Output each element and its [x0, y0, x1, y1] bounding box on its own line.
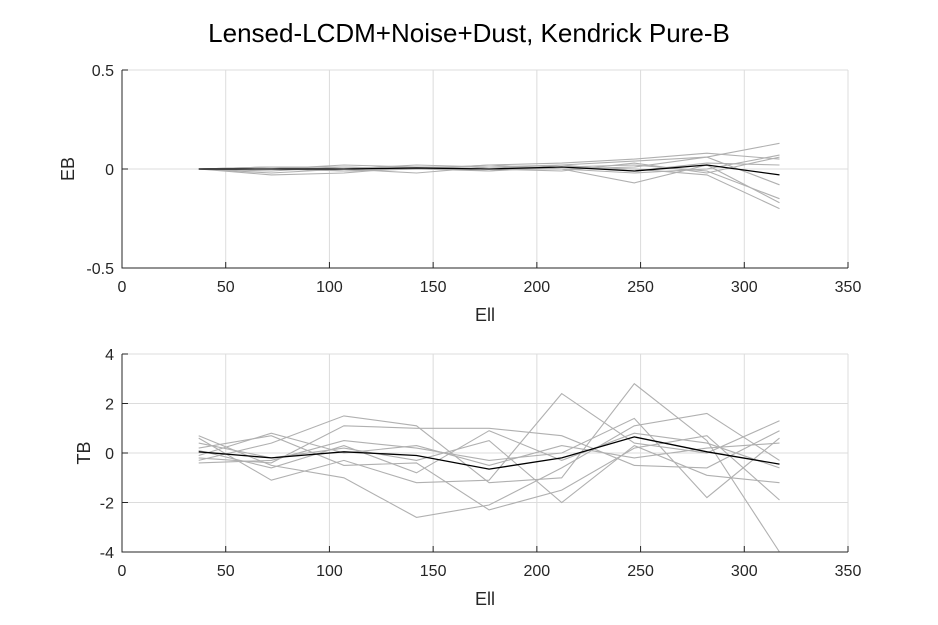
eb-y-axis-label: EB: [58, 157, 78, 181]
eb-x-tick-label: 300: [731, 279, 758, 296]
eb-x-axis-label: Ell: [475, 305, 495, 325]
tb-x-tick-label: 250: [627, 563, 654, 580]
tb-y-tick-label: 0: [105, 446, 114, 463]
tb-y-tick-label: -2: [100, 496, 114, 513]
eb-x-tick-label: 150: [420, 279, 447, 296]
eb-realization-line-7: [198, 162, 780, 174]
tb-y-tick-label: 4: [105, 347, 114, 364]
tb-x-tick-label: 150: [420, 563, 447, 580]
eb-realization-line-4: [198, 166, 780, 210]
tb-y-axis-label: TB: [74, 441, 94, 464]
tb-x-tick-label: 100: [316, 563, 343, 580]
eb-y-tick-label: -0.5: [86, 261, 114, 278]
tb-x-tick-label: 0: [118, 563, 127, 580]
tb-realization-line-5: [198, 435, 780, 511]
tb-x-axis-label: Ell: [475, 589, 495, 609]
eb-x-tick-label: 350: [835, 279, 862, 296]
tb-realization-line-8: [198, 432, 780, 466]
tb-realization-line-6: [198, 425, 780, 469]
tb-mean-line: [198, 436, 780, 470]
eb-y-tick-label: 0.5: [92, 63, 114, 80]
eb-y-tick-label: 0: [105, 162, 114, 179]
eb-x-tick-label: 200: [524, 279, 551, 296]
tb-x-tick-label: 50: [217, 563, 235, 580]
eb-mean-line: [198, 164, 780, 176]
tb-y-tick-label: -4: [100, 545, 114, 562]
eb-x-tick-label: 50: [217, 279, 235, 296]
tb-realization-line-2: [198, 382, 780, 553]
eb-realization-line-9: [198, 156, 780, 186]
tb-x-tick-label: 200: [524, 563, 551, 580]
eb-x-tick-label: 100: [316, 279, 343, 296]
tb-realization-line-3: [198, 412, 780, 518]
tb-x-tick-label: 350: [835, 563, 862, 580]
figure-title: Lensed-LCDM+Noise+Dust, Kendrick Pure-B: [208, 18, 730, 48]
eb-x-tick-label: 0: [118, 279, 127, 296]
tb-realization-line-7: [198, 439, 780, 504]
eb-panel: 0 50 100 150 200 250 300 350-0.500.5: [86, 63, 861, 296]
tb-realization-line-1: [198, 392, 780, 484]
tb-y-tick-label: 2: [105, 397, 114, 414]
tb-panel: 0 50 100 150 200 250 300 350 -4 -2 0 2 4: [100, 347, 862, 580]
eb-x-tick-label: 250: [627, 279, 654, 296]
tb-realization-line-4: [198, 417, 780, 499]
tb-x-tick-label: 300: [731, 563, 758, 580]
tb-realization-line-9: [198, 430, 780, 474]
